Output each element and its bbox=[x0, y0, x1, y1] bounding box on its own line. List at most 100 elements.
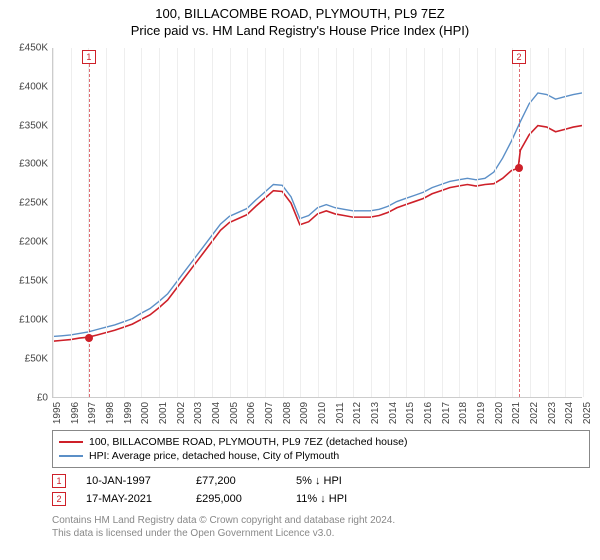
y-tick-label: £400K bbox=[10, 81, 48, 92]
x-tick-label: 2025 bbox=[582, 402, 595, 424]
legend-swatch-hpi bbox=[59, 455, 83, 457]
sale-marker-2: 2 bbox=[52, 492, 66, 506]
x-gridline bbox=[141, 48, 142, 397]
x-gridline bbox=[424, 48, 425, 397]
y-tick-label: £100K bbox=[10, 315, 48, 326]
x-tick-label: 2007 bbox=[264, 402, 277, 424]
x-tick-label: 2010 bbox=[317, 402, 330, 424]
y-tick-label: £0 bbox=[10, 392, 48, 403]
legend-box: 100, BILLACOMBE ROAD, PLYMOUTH, PL9 7EZ … bbox=[52, 430, 590, 468]
x-tick-label: 2023 bbox=[547, 402, 560, 424]
x-gridline bbox=[442, 48, 443, 397]
x-tick-label: 2005 bbox=[229, 402, 242, 424]
y-tick-label: £200K bbox=[10, 237, 48, 248]
y-tick-label: £150K bbox=[10, 276, 48, 287]
x-gridline bbox=[247, 48, 248, 397]
sale-price: £295,000 bbox=[196, 493, 276, 505]
chart-container: 100, BILLACOMBE ROAD, PLYMOUTH, PL9 7EZ … bbox=[0, 0, 600, 560]
plot-region: 12 bbox=[52, 48, 582, 398]
x-tick-label: 2003 bbox=[193, 402, 206, 424]
x-gridline bbox=[530, 48, 531, 397]
legend-row: HPI: Average price, detached house, City… bbox=[59, 449, 583, 463]
x-gridline bbox=[389, 48, 390, 397]
x-gridline bbox=[353, 48, 354, 397]
x-gridline bbox=[406, 48, 407, 397]
marker-dot bbox=[85, 334, 93, 342]
footnote-line-2: This data is licensed under the Open Gov… bbox=[52, 527, 590, 540]
x-gridline bbox=[53, 48, 54, 397]
x-tick-label: 2019 bbox=[476, 402, 489, 424]
x-tick-label: 2024 bbox=[564, 402, 577, 424]
x-gridline bbox=[159, 48, 160, 397]
x-tick-label: 1999 bbox=[123, 402, 136, 424]
legend-label-hpi: HPI: Average price, detached house, City… bbox=[89, 450, 339, 462]
x-gridline bbox=[177, 48, 178, 397]
sale-date: 17-MAY-2021 bbox=[86, 493, 176, 505]
sale-hpi-diff: 11% ↓ HPI bbox=[296, 493, 347, 505]
x-tick-label: 2013 bbox=[370, 402, 383, 424]
x-tick-label: 2002 bbox=[176, 402, 189, 424]
x-tick-label: 2000 bbox=[140, 402, 153, 424]
marker-vline bbox=[89, 64, 90, 397]
legend-row: 100, BILLACOMBE ROAD, PLYMOUTH, PL9 7EZ … bbox=[59, 435, 583, 449]
chart-area: £0 £50K £100K £150K £200K £250K £300K £350K £400… bbox=[10, 48, 590, 426]
x-tick-label: 1998 bbox=[105, 402, 118, 424]
x-gridline bbox=[212, 48, 213, 397]
legend-swatch-property bbox=[59, 441, 83, 443]
x-gridline bbox=[459, 48, 460, 397]
x-tick-label: 2009 bbox=[299, 402, 312, 424]
x-gridline bbox=[300, 48, 301, 397]
x-tick-label: 2016 bbox=[423, 402, 436, 424]
y-tick-label: £300K bbox=[10, 159, 48, 170]
x-tick-label: 2022 bbox=[529, 402, 542, 424]
sale-hpi-diff: 5% ↓ HPI bbox=[296, 475, 342, 487]
x-tick-label: 2017 bbox=[441, 402, 454, 424]
x-gridline bbox=[477, 48, 478, 397]
sales-info: 1 10-JAN-1997 £77,200 5% ↓ HPI 2 17-MAY-… bbox=[52, 472, 590, 508]
footnote-line-1: Contains HM Land Registry data © Crown c… bbox=[52, 514, 590, 527]
x-gridline bbox=[371, 48, 372, 397]
x-tick-label: 2014 bbox=[388, 402, 401, 424]
x-tick-label: 2021 bbox=[511, 402, 524, 424]
x-gridline bbox=[106, 48, 107, 397]
x-tick-label: 1995 bbox=[52, 402, 65, 424]
x-gridline bbox=[283, 48, 284, 397]
x-tick-label: 2012 bbox=[352, 402, 365, 424]
y-tick-label: £350K bbox=[10, 120, 48, 131]
x-gridline bbox=[495, 48, 496, 397]
title-block: 100, BILLACOMBE ROAD, PLYMOUTH, PL9 7EZ … bbox=[0, 0, 600, 42]
marker-dot bbox=[515, 164, 523, 172]
x-gridline bbox=[124, 48, 125, 397]
marker-vline bbox=[519, 64, 520, 397]
title-line-2: Price paid vs. HM Land Registry's House … bbox=[0, 23, 600, 40]
sale-price: £77,200 bbox=[196, 475, 276, 487]
sale-date: 10-JAN-1997 bbox=[86, 475, 176, 487]
x-gridline bbox=[194, 48, 195, 397]
x-tick-label: 1997 bbox=[87, 402, 100, 424]
sale-marker-1: 1 bbox=[52, 474, 66, 488]
sale-row: 1 10-JAN-1997 £77,200 5% ↓ HPI bbox=[52, 472, 590, 490]
y-tick-label: £50K bbox=[10, 353, 48, 364]
x-tick-label: 2008 bbox=[282, 402, 295, 424]
x-tick-label: 2011 bbox=[335, 402, 348, 424]
x-tick-label: 2018 bbox=[458, 402, 471, 424]
y-tick-label: £250K bbox=[10, 198, 48, 209]
x-tick-label: 1996 bbox=[70, 402, 83, 424]
x-gridline bbox=[548, 48, 549, 397]
x-gridline bbox=[565, 48, 566, 397]
x-gridline bbox=[336, 48, 337, 397]
x-gridline bbox=[318, 48, 319, 397]
legend-label-property: 100, BILLACOMBE ROAD, PLYMOUTH, PL9 7EZ … bbox=[89, 436, 407, 448]
marker-label-box: 2 bbox=[512, 50, 526, 64]
x-gridline bbox=[583, 48, 584, 397]
y-tick-label: £450K bbox=[10, 42, 48, 53]
x-gridline bbox=[230, 48, 231, 397]
footnote: Contains HM Land Registry data © Crown c… bbox=[52, 514, 590, 540]
x-tick-label: 2020 bbox=[494, 402, 507, 424]
x-tick-label: 2001 bbox=[158, 402, 171, 424]
sale-row: 2 17-MAY-2021 £295,000 11% ↓ HPI bbox=[52, 490, 590, 508]
title-line-1: 100, BILLACOMBE ROAD, PLYMOUTH, PL9 7EZ bbox=[0, 6, 600, 23]
marker-label-box: 1 bbox=[82, 50, 96, 64]
x-gridline bbox=[265, 48, 266, 397]
x-gridline bbox=[71, 48, 72, 397]
